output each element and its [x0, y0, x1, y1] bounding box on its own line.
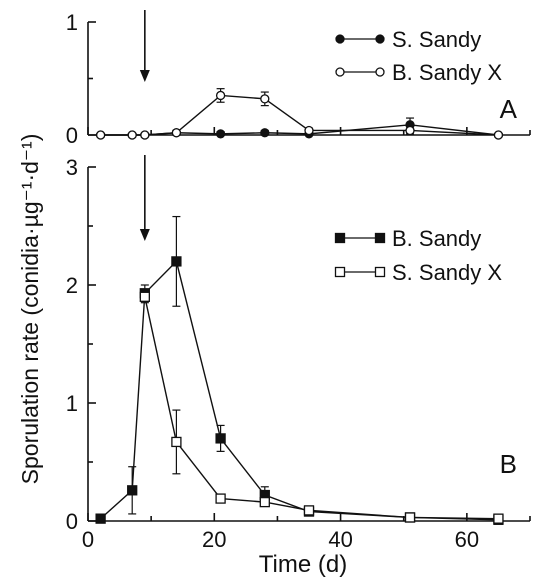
- x-axis-label: Time (d): [259, 551, 347, 578]
- y-tick-label: 2: [66, 273, 78, 298]
- legend-marker: [375, 34, 385, 44]
- y-tick-label: 1: [66, 391, 78, 416]
- series-line: [144, 296, 499, 520]
- x-tick-label: 60: [455, 527, 479, 552]
- data-point: [171, 128, 182, 138]
- panel-a: 0 1 S. Sandy B. Sandy X: [66, 10, 531, 148]
- data-point: [215, 493, 226, 504]
- data-point: [215, 129, 226, 139]
- legend-label: S. Sandy X: [392, 260, 502, 285]
- legend-marker: [335, 67, 345, 77]
- data-point: [405, 125, 415, 136]
- y-tick-label: 3: [66, 155, 78, 180]
- y-tick-label: 1: [66, 10, 78, 35]
- x-tick-label: 0: [82, 527, 94, 552]
- data-point: [304, 125, 314, 136]
- y-axis-label: Sporulation rate (conidia·µg⁻¹·d⁻¹): [17, 134, 43, 485]
- legend-marker: [335, 34, 345, 44]
- panel-b-letter: B: [500, 449, 517, 479]
- treatment-arrow-head: [139, 229, 150, 241]
- data-point: [215, 433, 226, 444]
- legend-marker: [375, 67, 385, 77]
- x-tick-label: 40: [328, 527, 352, 552]
- data-point: [259, 496, 270, 508]
- legend-marker: [374, 232, 386, 244]
- data-point: [140, 130, 150, 140]
- legend-label: S. Sandy: [392, 27, 481, 52]
- y-tick-label: 0: [66, 123, 78, 148]
- data-point: [171, 436, 182, 448]
- data-point: [95, 513, 106, 524]
- data-point: [171, 256, 182, 267]
- data-point: [493, 513, 504, 524]
- treatment-arrow-head: [139, 70, 150, 82]
- data-point: [127, 485, 138, 496]
- legend-label: B. Sandy: [392, 226, 481, 251]
- data-point: [127, 130, 137, 140]
- data-point: [303, 505, 315, 516]
- legend-marker: [334, 266, 346, 278]
- y-tick-label: 0: [66, 509, 78, 534]
- legend-marker: [374, 266, 386, 278]
- series-line: [100, 260, 499, 521]
- series-line: [100, 94, 499, 136]
- data-point: [215, 90, 226, 101]
- data-point: [404, 512, 416, 523]
- data-point: [95, 130, 106, 140]
- data-point: [493, 130, 504, 140]
- x-tick-label: 20: [202, 527, 226, 552]
- legend-label: B. Sandy X: [392, 60, 502, 85]
- data-point: [139, 291, 150, 302]
- panel-a-letter: A: [500, 94, 518, 124]
- data-point: [260, 128, 270, 138]
- data-point: [260, 94, 270, 104]
- legend-marker: [334, 232, 346, 244]
- panel-b: 0 1 2 3 0 20 40 60 B. Sandy S. Sandy X: [66, 155, 531, 552]
